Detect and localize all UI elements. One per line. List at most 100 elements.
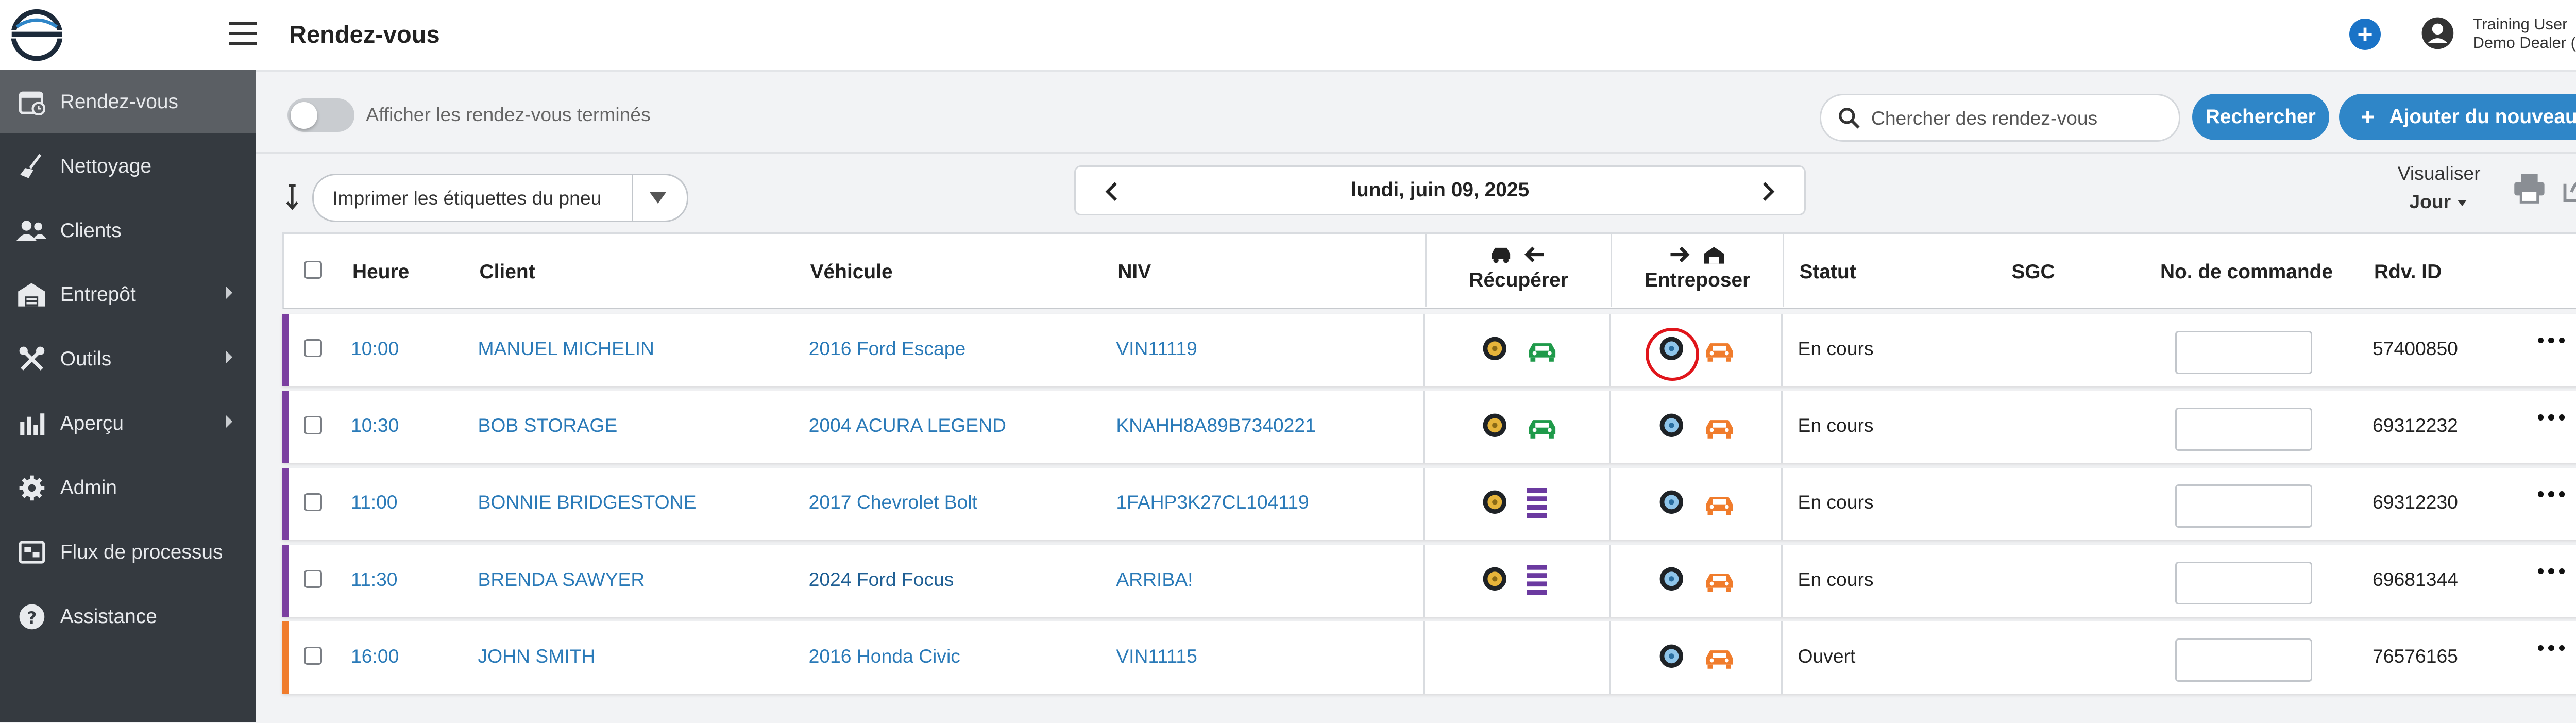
sidebar-item-label: Outils bbox=[60, 348, 112, 371]
car-orange-icon[interactable] bbox=[1704, 568, 1734, 592]
sidebar-item-outils[interactable]: Outils bbox=[0, 328, 256, 391]
vin-link[interactable]: VIN11115 bbox=[1116, 645, 1197, 667]
print-tire-labels-button[interactable]: Imprimer les étiquettes du pneu bbox=[312, 174, 688, 222]
car-orange-icon[interactable] bbox=[1704, 491, 1734, 515]
vehicle-link[interactable]: 2004 ACURA LEGEND bbox=[808, 414, 1006, 436]
sidebar-item-apercu[interactable]: Aperçu bbox=[0, 392, 256, 455]
vehicle-link[interactable]: 2024 Ford Focus bbox=[808, 568, 954, 590]
client-link[interactable]: MANUEL MICHELIN bbox=[478, 338, 654, 360]
order-number-input[interactable] bbox=[2175, 638, 2312, 682]
tire-stack-icon[interactable] bbox=[1527, 565, 1547, 595]
tire-storage-logo[interactable] bbox=[7, 7, 67, 63]
tire-gold-icon[interactable] bbox=[1482, 413, 1507, 438]
col-header-order[interactable]: No. de commande bbox=[2160, 260, 2333, 283]
vin-link[interactable]: VIN11119 bbox=[1116, 338, 1197, 360]
col-header-time[interactable]: Heure bbox=[352, 260, 410, 283]
sidebar-item-nettoyage[interactable]: Nettoyage bbox=[0, 134, 256, 198]
table-row[interactable]: 11:30 BRENDA SAWYER 2024 Ford Focus ARRIBA!… bbox=[282, 545, 2576, 617]
sidebar-item-assistance[interactable]: ? Assistance bbox=[0, 585, 256, 648]
caret-down-icon[interactable] bbox=[650, 192, 667, 204]
more-actions-icon[interactable] bbox=[2538, 645, 2565, 655]
col-header-rdv-id[interactable]: Rdv. ID bbox=[2374, 260, 2442, 283]
time-link[interactable]: 10:00 bbox=[351, 338, 399, 360]
vehicle-link[interactable]: 2016 Ford Escape bbox=[808, 338, 966, 360]
appointments-table: Heure Client Véhicule NIV Récupérer Entr… bbox=[282, 232, 2576, 694]
car-orange-icon[interactable] bbox=[1704, 338, 1734, 362]
users-icon bbox=[16, 215, 47, 245]
sidebar-item-rendez-vous[interactable]: Rendez-vous bbox=[0, 70, 256, 134]
sidebar-item-label: Assistance bbox=[60, 605, 157, 628]
client-link[interactable]: BRENDA SAWYER bbox=[478, 568, 645, 590]
order-number-input[interactable] bbox=[2175, 331, 2312, 374]
time-link[interactable]: 11:00 bbox=[351, 491, 398, 513]
sort-icon[interactable] bbox=[284, 184, 300, 211]
quick-add-button[interactable]: + bbox=[2349, 18, 2381, 51]
printer-icon[interactable] bbox=[2513, 172, 2546, 204]
vin-link[interactable]: KNAHH8A89B7340221 bbox=[1116, 414, 1316, 436]
col-header-vin[interactable]: NIV bbox=[1117, 260, 1151, 283]
tire-blue-icon[interactable] bbox=[1659, 566, 1684, 592]
time-link[interactable]: 16:00 bbox=[351, 645, 399, 667]
sidebar-item-flux[interactable]: Flux de processus bbox=[0, 520, 256, 584]
car-orange-icon[interactable] bbox=[1704, 645, 1734, 669]
time-link[interactable]: 11:30 bbox=[351, 568, 398, 590]
add-new-button[interactable]: + Ajouter du nouveau bbox=[2339, 93, 2576, 141]
car-orange-icon[interactable] bbox=[1704, 414, 1734, 439]
more-actions-icon[interactable] bbox=[2538, 414, 2565, 424]
table-row[interactable]: 11:00 BONNIE BRIDGESTONE 2017 Chevrolet Bo… bbox=[282, 468, 2576, 540]
user-avatar-icon[interactable] bbox=[2421, 16, 2454, 50]
order-number-input[interactable] bbox=[2175, 408, 2312, 451]
vin-link[interactable]: ARRIBA! bbox=[1116, 568, 1193, 590]
table-row[interactable]: 16:00 JOHN SMITH 2016 Honda Civic VIN11115 O… bbox=[282, 621, 2576, 694]
col-header-status[interactable]: Statut bbox=[1799, 260, 1856, 283]
more-actions-icon[interactable] bbox=[2538, 491, 2565, 501]
col-header-store[interactable]: Entreposer bbox=[1612, 245, 1783, 292]
tire-blue-icon[interactable] bbox=[1659, 490, 1684, 515]
user-info[interactable]: Training User Demo Dealer (10) bbox=[2473, 15, 2576, 52]
next-day-icon[interactable] bbox=[1757, 179, 1777, 202]
previous-day-icon[interactable] bbox=[1103, 179, 1123, 202]
tire-blue-icon[interactable] bbox=[1659, 413, 1684, 438]
row-checkbox[interactable] bbox=[304, 339, 323, 358]
sidebar-item-entrepot[interactable]: Entrepôt bbox=[0, 263, 256, 327]
more-actions-icon[interactable] bbox=[2538, 568, 2565, 578]
table-row[interactable]: 10:00 MANUEL MICHELIN 2016 Ford Escape VIN1… bbox=[282, 314, 2576, 386]
menu-toggle-icon[interactable] bbox=[229, 22, 258, 45]
row-checkbox[interactable] bbox=[304, 569, 323, 589]
row-checkbox[interactable] bbox=[304, 647, 323, 665]
export-icon[interactable] bbox=[2562, 172, 2576, 204]
search-input[interactable] bbox=[1868, 102, 2167, 136]
sidebar-item-clients[interactable]: Clients bbox=[0, 199, 256, 262]
more-actions-icon[interactable] bbox=[2538, 338, 2565, 347]
car-green-icon[interactable] bbox=[1527, 414, 1557, 439]
col-header-pickup[interactable]: Récupérer bbox=[1427, 245, 1611, 292]
status-text: En cours bbox=[1798, 568, 1874, 590]
col-header-client[interactable]: Client bbox=[479, 260, 535, 283]
vehicle-link[interactable]: 2016 Honda Civic bbox=[808, 645, 960, 667]
client-link[interactable]: JOHN SMITH bbox=[478, 645, 596, 667]
search-button[interactable]: Rechercher bbox=[2192, 93, 2329, 141]
current-date[interactable]: lundi, juin 09, 2025 bbox=[1351, 178, 1530, 201]
tire-stack-icon[interactable] bbox=[1527, 487, 1547, 518]
client-link[interactable]: BOB STORAGE bbox=[478, 414, 618, 436]
sidebar-item-admin[interactable]: Admin bbox=[0, 456, 256, 519]
show-completed-toggle[interactable] bbox=[287, 98, 354, 132]
order-number-input[interactable] bbox=[2175, 484, 2312, 528]
view-select[interactable]: Jour bbox=[2409, 191, 2467, 213]
time-link[interactable]: 10:30 bbox=[351, 414, 399, 436]
order-number-input[interactable] bbox=[2175, 561, 2312, 605]
vin-link[interactable]: 1FAHP3K27CL104119 bbox=[1116, 491, 1309, 513]
tire-blue-icon[interactable] bbox=[1659, 644, 1684, 669]
col-header-vehicle[interactable]: Véhicule bbox=[810, 260, 893, 283]
tire-gold-icon[interactable] bbox=[1482, 336, 1507, 361]
client-link[interactable]: BONNIE BRIDGESTONE bbox=[478, 491, 697, 513]
table-row[interactable]: 10:30 BOB STORAGE 2004 ACURA LEGEND KNAHH8A… bbox=[282, 391, 2576, 463]
tire-gold-icon[interactable] bbox=[1482, 490, 1507, 515]
tire-gold-icon[interactable] bbox=[1482, 566, 1507, 592]
row-checkbox[interactable] bbox=[304, 493, 323, 511]
row-checkbox[interactable] bbox=[304, 416, 323, 434]
vehicle-link[interactable]: 2017 Chevrolet Bolt bbox=[808, 491, 978, 513]
select-all-checkbox[interactable] bbox=[303, 260, 323, 279]
col-header-sgc[interactable]: SGC bbox=[2011, 260, 2055, 283]
car-green-icon[interactable] bbox=[1527, 338, 1557, 362]
